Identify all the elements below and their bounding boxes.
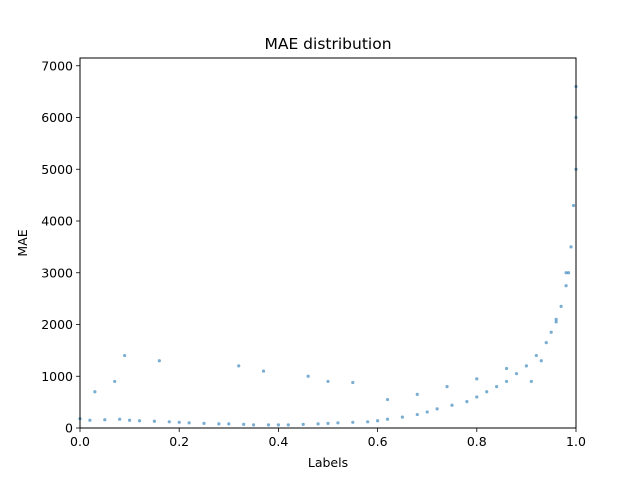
x-tick-label: 0.8	[467, 434, 487, 449]
data-point	[237, 364, 241, 368]
x-tick-label: 0.2	[169, 434, 189, 449]
data-point	[450, 403, 454, 407]
data-point	[445, 385, 449, 389]
data-points	[78, 84, 578, 427]
data-point	[485, 390, 489, 394]
data-point	[316, 422, 320, 426]
data-point	[524, 364, 529, 368]
data-point	[415, 392, 419, 396]
data-point	[544, 341, 548, 345]
data-point	[559, 304, 563, 308]
data-point	[93, 390, 97, 394]
data-point	[415, 412, 419, 417]
data-point	[187, 421, 191, 425]
data-point	[569, 245, 573, 249]
x-tick-label: 0.4	[268, 434, 288, 449]
data-point	[529, 379, 533, 384]
y-tick-label: 2000	[41, 317, 73, 332]
data-point	[128, 418, 132, 422]
data-point	[564, 271, 568, 275]
data-point	[564, 284, 568, 288]
chart-title: MAE distribution	[264, 35, 391, 53]
data-point	[103, 418, 107, 422]
data-point	[514, 372, 519, 376]
x-tick-label: 0.6	[368, 434, 388, 449]
data-point	[385, 417, 390, 421]
data-point	[137, 419, 142, 423]
data-point	[366, 420, 370, 424]
data-point	[465, 400, 469, 404]
data-point	[227, 422, 231, 426]
data-point	[571, 203, 576, 208]
x-axis-label: Labels	[308, 455, 348, 470]
data-point	[242, 422, 246, 426]
data-point	[504, 366, 509, 371]
y-tick-label: 1000	[41, 369, 73, 384]
y-axis-ticks: 0 1000 2000 3000 4000 5000 6000 7000	[41, 58, 80, 436]
data-point	[167, 420, 171, 424]
plot-frame	[79, 57, 577, 429]
data-point	[217, 422, 221, 426]
data-point	[351, 380, 355, 385]
data-point	[118, 417, 122, 421]
data-point	[336, 421, 340, 425]
x-tick-label: 1.0	[566, 434, 586, 449]
data-point	[202, 421, 206, 425]
data-point	[261, 369, 266, 373]
data-point	[113, 379, 117, 384]
data-point	[276, 423, 280, 427]
data-point	[400, 415, 404, 419]
data-point	[252, 423, 256, 427]
data-point	[475, 395, 479, 399]
data-point	[554, 320, 558, 324]
y-tick-label: 0	[65, 421, 73, 436]
y-axis-label: MAE	[15, 229, 30, 256]
data-point	[326, 379, 330, 384]
data-point	[152, 419, 156, 423]
data-point	[266, 423, 271, 427]
data-point	[495, 385, 499, 389]
data-point	[123, 353, 127, 358]
data-point	[157, 359, 161, 363]
data-point	[554, 317, 558, 321]
x-axis-ticks: 0.0 0.2 0.4 0.6 0.8 1.0	[70, 428, 586, 449]
data-point	[326, 421, 330, 425]
y-tick-label: 5000	[41, 162, 73, 177]
y-tick-label: 7000	[41, 58, 73, 73]
data-point	[425, 410, 429, 414]
data-point	[435, 407, 439, 411]
y-tick-label: 6000	[41, 110, 73, 125]
data-point	[385, 397, 390, 402]
data-point	[504, 379, 509, 384]
data-point	[566, 271, 571, 275]
data-point	[549, 330, 553, 334]
data-point	[301, 422, 305, 426]
data-point	[475, 377, 479, 381]
data-point	[376, 419, 380, 423]
y-tick-label: 4000	[41, 214, 73, 229]
data-point	[177, 420, 181, 424]
data-point	[534, 353, 538, 358]
y-tick-label: 3000	[41, 265, 73, 280]
data-point	[88, 418, 92, 422]
data-point	[286, 423, 290, 427]
x-tick-label: 0.0	[70, 434, 90, 449]
data-point	[539, 359, 543, 363]
data-point	[351, 420, 355, 424]
data-point	[306, 374, 310, 378]
